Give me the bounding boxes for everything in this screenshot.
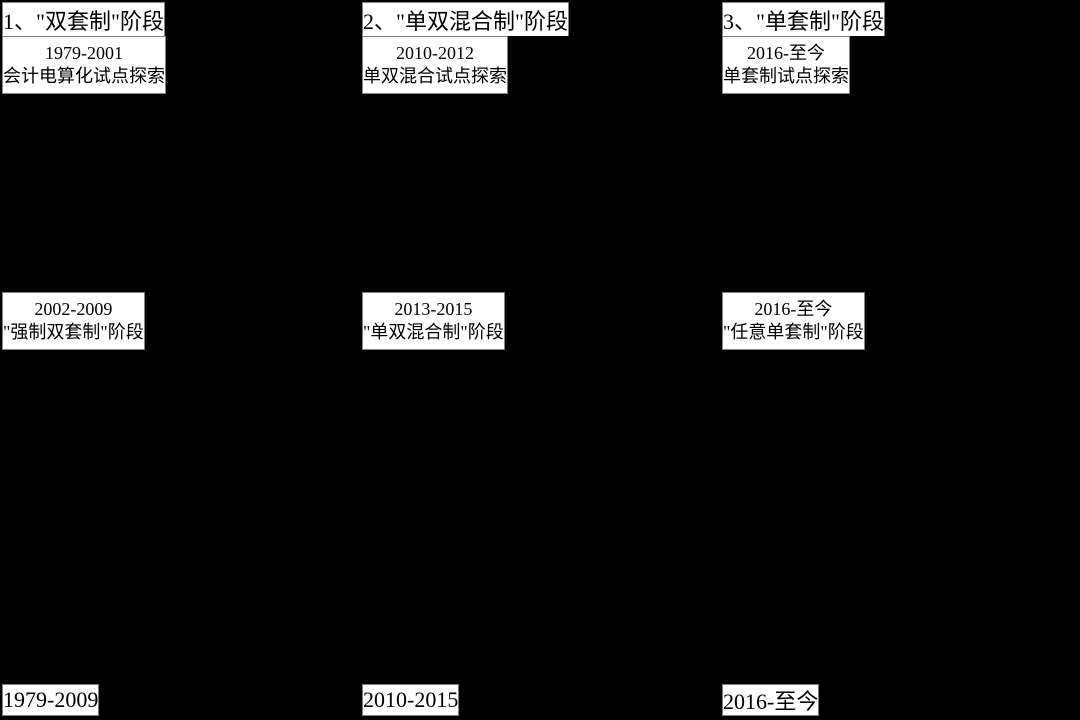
description: "单双混合制"阶段 — [363, 321, 504, 344]
row1-col3: 2016-至今 单套制试点探索 — [722, 36, 850, 94]
row2-col2: 2013-2015 "单双混合制"阶段 — [362, 292, 505, 350]
period: 2013-2015 — [394, 298, 472, 321]
period: 2016-至今 — [754, 298, 832, 321]
row1-col1: 1979-2001 会计电算化试点探索 — [2, 36, 166, 94]
header-col1: 1、"双套制"阶段 — [2, 2, 165, 36]
row2-col3: 2016-至今 "任意单套制"阶段 — [722, 292, 865, 350]
header-label: 3、"单套制"阶段 — [723, 4, 884, 36]
header-label: 2、"单双混合制"阶段 — [363, 4, 568, 36]
row2-col1: 2002-2009 "强制双套制"阶段 — [2, 292, 145, 350]
header-col2: 2、"单双混合制"阶段 — [362, 2, 569, 36]
footer-label: 1979-2009 — [3, 687, 98, 713]
footer-col1: 1979-2009 — [2, 684, 99, 716]
period: 1979-2001 — [45, 42, 123, 65]
period: 2016-至今 — [747, 42, 825, 65]
footer-col3: 2016-至今 — [722, 684, 819, 716]
description: 会计电算化试点探索 — [3, 65, 165, 88]
description: 单双混合试点探索 — [363, 65, 507, 88]
header-col3: 3、"单套制"阶段 — [722, 2, 885, 36]
footer-col2: 2010-2015 — [362, 684, 459, 716]
row1-col2: 2010-2012 单双混合试点探索 — [362, 36, 508, 94]
description: "强制双套制"阶段 — [3, 321, 144, 344]
footer-label: 2016-至今 — [723, 684, 818, 716]
description: 单套制试点探索 — [723, 65, 849, 88]
period: 2002-2009 — [34, 298, 112, 321]
period: 2010-2012 — [396, 42, 474, 65]
header-label: 1、"双套制"阶段 — [3, 4, 164, 36]
footer-label: 2010-2015 — [363, 687, 458, 713]
description: "任意单套制"阶段 — [723, 321, 864, 344]
